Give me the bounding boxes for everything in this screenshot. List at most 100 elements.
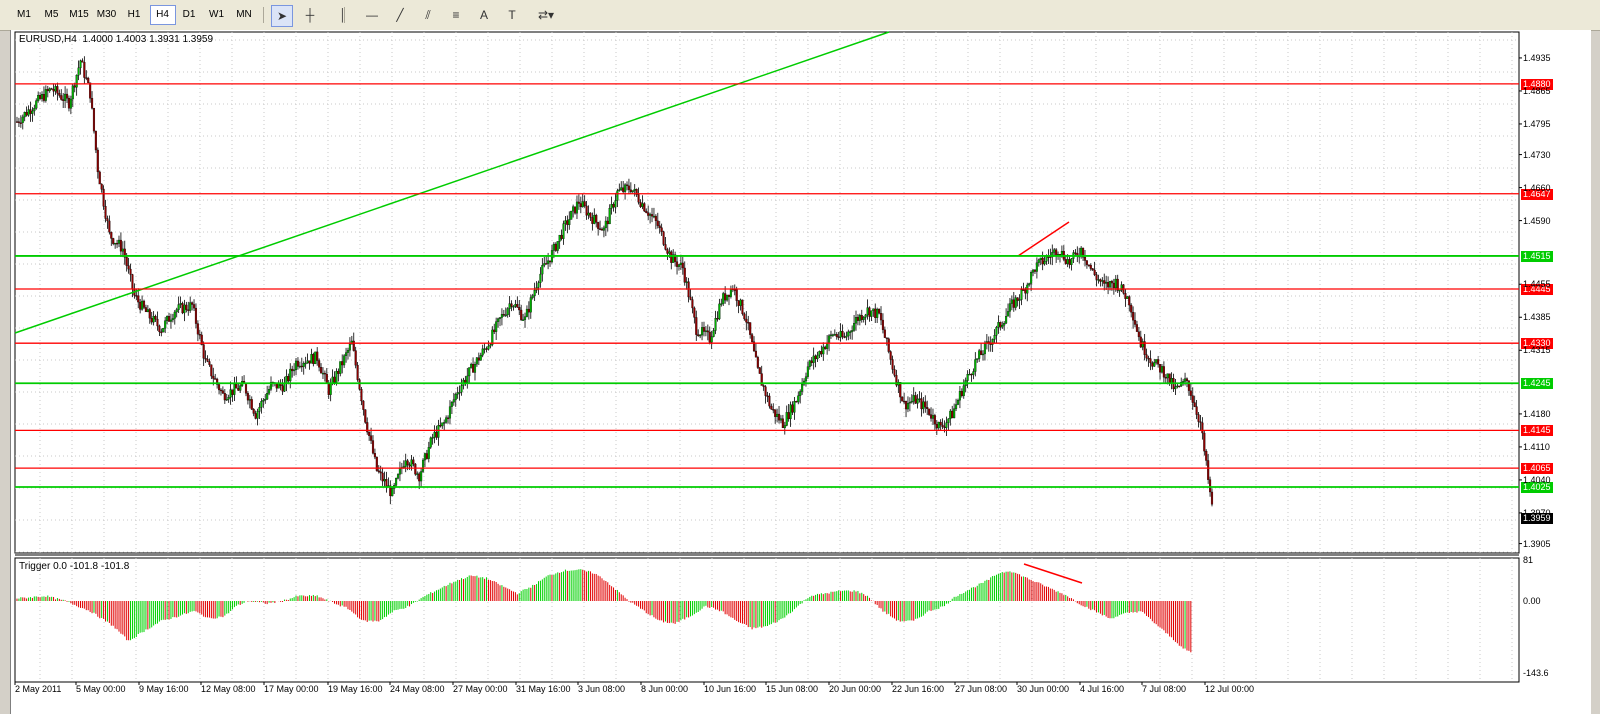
candle-body bbox=[154, 316, 157, 320]
candle-body bbox=[670, 251, 673, 263]
candle-body bbox=[666, 249, 669, 254]
candle-body bbox=[314, 351, 317, 365]
cursor-icon[interactable]: ➤ bbox=[271, 5, 293, 27]
candle-body bbox=[104, 206, 107, 219]
horizontal-line-icon[interactable]: — bbox=[366, 8, 378, 22]
candle-body bbox=[329, 383, 332, 395]
candle-body bbox=[593, 214, 596, 224]
candle-body bbox=[460, 385, 463, 393]
candle-body bbox=[712, 330, 715, 337]
candle-body bbox=[64, 93, 67, 101]
candle-body bbox=[73, 85, 76, 88]
candle-body bbox=[747, 322, 750, 324]
candle-body bbox=[1033, 269, 1037, 272]
candle-body bbox=[1105, 282, 1108, 284]
candle-body bbox=[1114, 278, 1117, 289]
candle-body bbox=[196, 323, 199, 335]
main-plot-area bbox=[14, 31, 1520, 554]
candle-body bbox=[662, 231, 665, 245]
candle-body bbox=[29, 109, 32, 114]
candle-body bbox=[1132, 312, 1135, 321]
price-scale-label: 1.4110 bbox=[1523, 441, 1550, 452]
candle-body bbox=[123, 248, 126, 258]
timeframe-button-m30[interactable]: M30 bbox=[96, 9, 117, 20]
candle-body bbox=[668, 251, 671, 254]
candle-body bbox=[783, 425, 786, 429]
shapes-menu-icon[interactable]: ⇄▾ bbox=[537, 8, 555, 22]
candle-body bbox=[169, 319, 172, 322]
candle-body bbox=[658, 225, 661, 228]
candle-body bbox=[597, 222, 600, 229]
candle-body bbox=[818, 351, 821, 356]
indicator-scale-label: -143.6 bbox=[1523, 668, 1549, 678]
candle-body bbox=[218, 384, 221, 391]
candle-body bbox=[972, 371, 975, 375]
candle-body bbox=[1012, 299, 1015, 308]
trendline-icon[interactable]: ╱ bbox=[396, 8, 404, 22]
candle-body bbox=[421, 459, 425, 472]
candle-body bbox=[433, 431, 436, 438]
candle-body bbox=[237, 388, 240, 391]
timeframe-button-m15[interactable]: M15 bbox=[69, 9, 89, 20]
candle-body bbox=[689, 296, 692, 300]
candle-body bbox=[198, 333, 201, 336]
candle-body bbox=[92, 108, 96, 132]
candle-body bbox=[801, 384, 804, 392]
vertical-line-icon[interactable]: │ bbox=[339, 8, 347, 22]
candle-body bbox=[308, 360, 311, 364]
text-label-icon[interactable]: T bbox=[508, 8, 516, 22]
candle-body bbox=[1045, 256, 1048, 262]
candle-body bbox=[931, 415, 935, 419]
candle-body bbox=[54, 86, 57, 92]
candle-body bbox=[191, 302, 194, 305]
candle-body bbox=[556, 241, 559, 251]
timeframe-button-h4[interactable]: H4 bbox=[149, 5, 176, 25]
timeframe-button-m1[interactable]: M1 bbox=[17, 9, 31, 20]
candle-body bbox=[966, 374, 969, 381]
candle-body bbox=[716, 318, 719, 320]
candle-body bbox=[547, 260, 550, 264]
timeframe-button-w1[interactable]: W1 bbox=[209, 9, 224, 20]
candle-body bbox=[981, 353, 985, 356]
candle-body bbox=[579, 203, 582, 208]
candle-body bbox=[396, 474, 400, 479]
candle-body bbox=[575, 201, 579, 214]
candle-body bbox=[258, 407, 261, 412]
timeframe-button-d1[interactable]: D1 bbox=[182, 9, 196, 20]
candle-body bbox=[410, 459, 413, 467]
crosshair-icon[interactable]: ┼ bbox=[305, 8, 315, 22]
candle-body bbox=[495, 321, 498, 332]
candle-body bbox=[572, 206, 575, 212]
candle-body bbox=[52, 89, 55, 92]
timeframe-button-h1[interactable]: H1 bbox=[127, 9, 141, 20]
text-icon[interactable]: A bbox=[479, 8, 488, 22]
candle-body bbox=[841, 330, 844, 337]
candle-body bbox=[643, 203, 646, 212]
chart-window: EURUSD,H4 1.4000 1.4003 1.3931 1.3959 Tr… bbox=[10, 30, 1591, 714]
candle-body bbox=[131, 274, 134, 290]
candle-body bbox=[733, 289, 736, 291]
candle-body bbox=[606, 220, 609, 225]
timeframe-button-mn[interactable]: MN bbox=[236, 9, 252, 20]
candle-body bbox=[751, 334, 754, 342]
candle-body bbox=[585, 205, 588, 216]
candle-body bbox=[325, 373, 328, 384]
candle-body bbox=[726, 294, 729, 301]
candle-body bbox=[435, 431, 438, 438]
price-chart-canvas[interactable] bbox=[11, 30, 1591, 714]
candle-body bbox=[1031, 269, 1035, 273]
candle-body bbox=[502, 314, 505, 316]
timeframe-button-m5[interactable]: M5 bbox=[44, 9, 59, 20]
candle-body bbox=[497, 318, 500, 322]
fibonacci-icon[interactable]: ≡ bbox=[452, 8, 460, 22]
candle-body bbox=[978, 350, 981, 359]
candle-body bbox=[312, 354, 315, 365]
candle-body bbox=[874, 308, 877, 318]
candle-body bbox=[739, 299, 742, 306]
candle-body bbox=[1016, 297, 1019, 301]
candle-body bbox=[452, 399, 455, 403]
equidistant-channel-icon[interactable]: ⫽ bbox=[425, 7, 431, 22]
candle-body bbox=[67, 98, 71, 109]
candle-body bbox=[1112, 282, 1115, 289]
candle-body bbox=[916, 398, 919, 404]
